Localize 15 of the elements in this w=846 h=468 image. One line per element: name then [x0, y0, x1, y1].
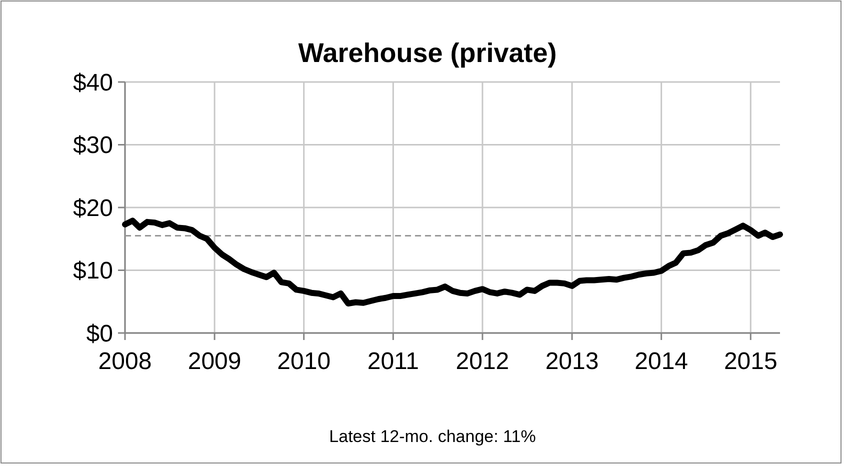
x-tick-label: 2010: [277, 348, 331, 375]
chart-title: Warehouse (private): [298, 38, 557, 68]
x-tick-label: 2015: [724, 348, 778, 375]
x-tick-label: 2014: [634, 348, 688, 375]
y-tick-label: $40: [72, 69, 113, 96]
y-tick-label: $0: [86, 320, 113, 348]
x-tick-label: 2012: [456, 348, 510, 375]
text: Latest 12-mo. change: 11%: [329, 427, 536, 446]
y-tick-label: $20: [72, 194, 113, 222]
x-tick-label: 2013: [545, 348, 599, 375]
x-tick-label: 2008: [98, 348, 152, 375]
y-tick-label: $30: [72, 132, 113, 160]
x-tick-label: 2011: [367, 348, 419, 375]
y-tick-label: $10: [72, 258, 113, 285]
x-tick-label: 2009: [188, 348, 242, 375]
